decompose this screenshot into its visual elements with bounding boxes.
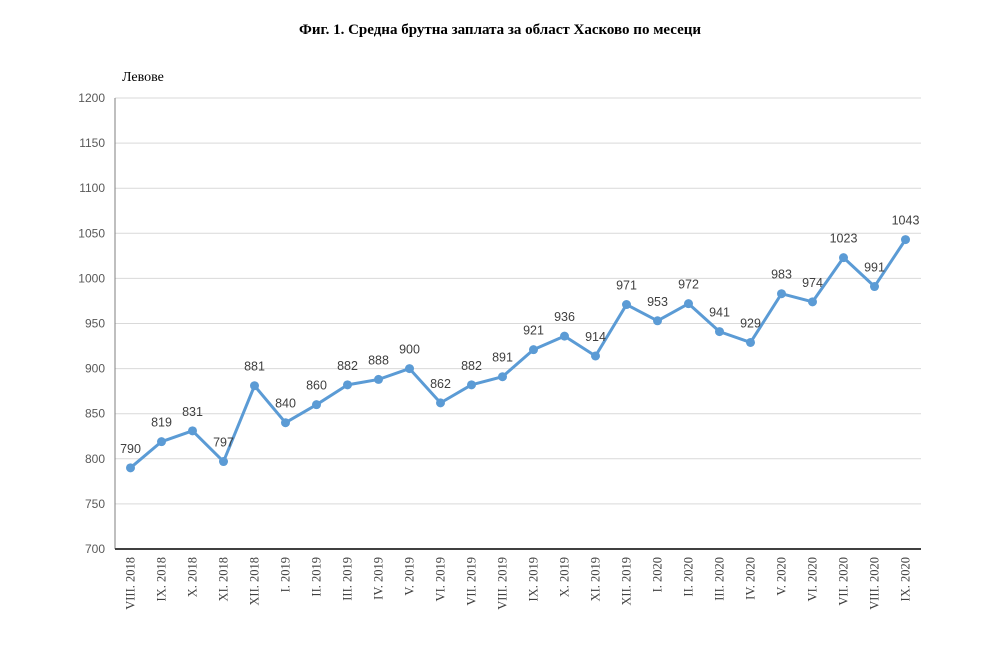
x-tick-label: IV. 2019 (372, 557, 386, 600)
x-tick-label: II. 2019 (310, 557, 324, 597)
data-point (281, 418, 290, 428)
x-tick-label: V. 2020 (775, 557, 789, 596)
data-label: 991 (864, 261, 885, 275)
data-point (343, 380, 352, 390)
data-label: 831 (182, 405, 203, 419)
x-tick-label: VIII. 2018 (124, 557, 138, 610)
y-axis-label: Левове (122, 70, 164, 85)
data-point (622, 300, 631, 310)
x-tick-label: IV. 2020 (744, 557, 758, 600)
data-label: 971 (616, 279, 637, 293)
x-tick-label: III. 2020 (713, 557, 727, 601)
x-tick-label: VI. 2019 (434, 557, 448, 601)
data-label: 882 (337, 359, 358, 373)
data-point (560, 331, 569, 341)
x-tick-label: VII. 2020 (837, 557, 851, 606)
data-label: 972 (678, 278, 699, 292)
x-tick-label: XII. 2019 (620, 557, 634, 606)
y-tick-label: 900 (85, 362, 105, 376)
x-tick-label: III. 2019 (341, 557, 355, 601)
data-label: 936 (554, 310, 575, 324)
data-label: 983 (771, 268, 792, 282)
data-point (901, 235, 910, 245)
data-point (715, 327, 724, 337)
y-tick-label: 850 (85, 407, 105, 421)
x-tick-label: X. 2018 (186, 557, 200, 597)
data-point (312, 400, 321, 410)
data-point (808, 297, 817, 307)
y-tick-label: 750 (85, 497, 105, 511)
x-tick-label: XI. 2019 (589, 557, 603, 601)
data-point (591, 351, 600, 361)
data-point (219, 457, 228, 467)
data-label: 921 (523, 324, 544, 338)
data-point (684, 299, 693, 309)
data-label: 891 (492, 351, 513, 365)
data-label: 888 (368, 353, 389, 367)
data-label: 900 (399, 343, 420, 357)
x-tick-label: IX. 2019 (527, 557, 541, 601)
x-tick-label: X. 2019 (558, 557, 572, 597)
data-label: 914 (585, 330, 606, 344)
data-label: 929 (740, 316, 761, 330)
x-tick-label: XII. 2018 (248, 557, 262, 606)
data-point (157, 437, 166, 447)
x-tick-label: VIII. 2019 (496, 557, 510, 610)
y-tick-label: 1150 (79, 136, 105, 150)
y-tick-label: 1100 (79, 181, 105, 195)
data-point (746, 337, 755, 347)
data-point (529, 345, 538, 355)
data-label: 862 (430, 377, 451, 391)
data-label: 1023 (830, 232, 858, 246)
data-label: 941 (709, 306, 730, 320)
chart-title: Фиг. 1. Средна брутна заплата за област … (298, 22, 702, 38)
data-label: 860 (306, 379, 327, 393)
x-tick-label: VII. 2019 (465, 557, 479, 606)
data-point (374, 374, 383, 384)
y-tick-label: 1200 (78, 91, 105, 105)
x-tick-label: I. 2020 (651, 557, 665, 592)
data-label: 840 (275, 397, 296, 411)
x-tick-label: II. 2020 (682, 557, 696, 597)
data-label: 790 (120, 442, 141, 456)
data-label: 819 (151, 416, 172, 430)
data-point (653, 316, 662, 326)
data-label: 974 (802, 276, 823, 290)
data-point (498, 372, 507, 382)
y-tick-label: 950 (85, 317, 105, 331)
data-point (467, 380, 476, 390)
data-point (126, 463, 135, 473)
data-point (405, 364, 414, 374)
x-tick-label: VIII. 2020 (868, 557, 882, 610)
data-point (250, 381, 259, 391)
data-label: 1043 (892, 214, 920, 228)
x-tick-label: V. 2019 (403, 557, 417, 596)
data-label: 797 (213, 436, 234, 450)
series-line (129, 238, 907, 469)
data-label: 882 (461, 359, 482, 373)
y-tick-label: 700 (85, 542, 105, 556)
data-label: 881 (244, 360, 265, 374)
x-tick-label: VI. 2020 (806, 557, 820, 601)
data-point (777, 289, 786, 299)
x-tick-label: XI. 2018 (217, 557, 231, 601)
y-tick-label: 1050 (78, 226, 105, 240)
y-tick-label: 1000 (78, 271, 105, 285)
x-tick-label: IX. 2020 (899, 557, 913, 601)
x-tick-label: IX. 2018 (155, 557, 169, 601)
data-label: 953 (647, 295, 668, 309)
y-tick-label: 800 (85, 452, 105, 466)
x-tick-label: I. 2019 (279, 557, 293, 592)
data-point (839, 253, 848, 263)
data-point (870, 282, 879, 292)
data-point (436, 398, 445, 408)
data-point (188, 426, 197, 436)
